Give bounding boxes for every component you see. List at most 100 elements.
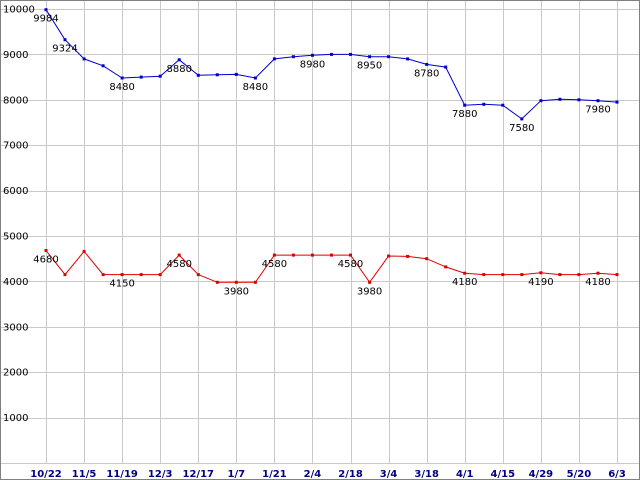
data-point-marker [82, 57, 86, 61]
data-point-marker [291, 55, 295, 59]
data-point-marker [177, 58, 181, 62]
data-point-marker [558, 273, 562, 277]
x-axis-label: 4/1 [456, 469, 474, 480]
gridlines [1, 1, 639, 464]
data-point-marker [520, 273, 524, 277]
data-point-marker [577, 273, 581, 277]
data-point-label: 7880 [452, 109, 477, 120]
x-axis-label: 10/22 [30, 469, 62, 480]
x-axis-label: 1/7 [228, 469, 246, 480]
y-axis-label: 10000 [3, 5, 35, 16]
x-axis-label: 2/4 [304, 469, 322, 480]
y-axis-labels: 10000 9000 8000 7000 6000 5000 4000 3000 2000 100… [3, 5, 35, 425]
y-axis-label: 6000 [3, 186, 28, 197]
data-point-marker [177, 253, 181, 257]
data-point-marker [120, 76, 124, 80]
data-point-marker [501, 103, 505, 107]
data-point-marker [63, 273, 67, 277]
data-point-marker [158, 273, 162, 277]
data-point-marker [349, 253, 352, 257]
x-axis-label: 5/20 [567, 469, 592, 480]
y-axis-label: 4000 [3, 277, 28, 288]
x-axis-labels: 10/22 11/5 11/19 12/3 12/17 1/7 1/21 2/4 2/18 3/4… [30, 469, 626, 480]
data-point-marker [234, 280, 238, 284]
data-point-marker [272, 253, 276, 257]
data-point-label: 7980 [585, 105, 610, 116]
data-point-marker [44, 8, 48, 12]
data-point-label: 3980 [224, 286, 249, 297]
data-point-marker [196, 73, 200, 77]
data-point-label: 4580 [262, 259, 287, 270]
data-point-marker [501, 273, 505, 277]
upper-price-series-line [45, 9, 618, 120]
x-axis-label: 3/18 [414, 469, 439, 480]
data-point-marker [82, 249, 86, 253]
data-point-label: 8780 [414, 68, 439, 79]
data-point-marker [615, 100, 619, 104]
upper-price-series-markers [44, 8, 619, 121]
data-point-marker [253, 76, 257, 80]
data-point-label: 4150 [109, 279, 134, 290]
data-point-marker [158, 74, 162, 78]
data-point-marker [539, 271, 543, 275]
x-axis-label: 4/29 [529, 469, 554, 480]
x-axis-label: 1/21 [262, 469, 287, 480]
data-point-marker [444, 65, 448, 69]
data-point-label: 4580 [167, 259, 192, 270]
data-point-marker [539, 99, 543, 103]
data-point-marker [482, 273, 486, 277]
data-point-label: 8480 [109, 82, 134, 93]
data-point-marker [387, 254, 391, 258]
data-point-marker [444, 265, 448, 269]
data-point-label: 7580 [509, 123, 534, 134]
data-point-marker [330, 253, 333, 257]
data-point-marker [615, 273, 619, 277]
data-point-marker [425, 257, 429, 261]
x-axis-label: 12/3 [148, 469, 173, 480]
upper-price-series: 9984 9324 8480 8880 8480 8980 8950 8780 7880 7580… [33, 8, 619, 134]
data-point-label: 3980 [357, 286, 382, 297]
data-point-marker [215, 280, 219, 284]
y-axis-label: 8000 [3, 95, 28, 106]
data-point-label: 4180 [452, 277, 477, 288]
y-axis-label: 1000 [3, 413, 28, 424]
data-point-marker [349, 52, 352, 56]
x-axis-label: 6/3 [608, 469, 626, 480]
lower-price-series: 4680 4150 4580 3980 4580 4580 3980 4180 4190 4180 [33, 249, 619, 298]
data-point-label: 4180 [585, 277, 610, 288]
data-point-marker [196, 273, 200, 277]
data-point-marker [101, 64, 105, 68]
data-point-marker [139, 75, 143, 79]
x-axis-label: 12/17 [183, 469, 215, 480]
data-point-marker [44, 249, 48, 252]
data-point-marker [596, 271, 600, 275]
data-point-marker [368, 280, 372, 284]
data-point-marker [139, 273, 143, 277]
x-axis-label: 3/4 [380, 469, 398, 480]
data-point-marker [63, 38, 67, 42]
data-point-marker [577, 98, 581, 102]
x-axis-label: 4/15 [491, 469, 516, 480]
data-point-marker [311, 253, 314, 257]
data-point-marker [406, 254, 410, 258]
lower-price-series-markers [44, 249, 619, 284]
x-axis-label: 11/19 [106, 469, 138, 480]
data-point-marker [291, 253, 295, 257]
y-axis-label: 9000 [3, 50, 28, 61]
data-point-label: 8480 [243, 82, 268, 93]
data-point-marker [558, 97, 562, 101]
data-point-label: 4190 [528, 277, 553, 288]
data-point-marker [596, 99, 600, 103]
data-point-marker [311, 53, 314, 57]
data-point-label: 8980 [300, 59, 325, 70]
data-point-marker [387, 55, 391, 59]
x-axis-label: 2/18 [338, 469, 363, 480]
y-axis-label: 7000 [3, 141, 28, 152]
data-point-marker [215, 73, 219, 77]
data-point-marker [463, 103, 467, 107]
data-point-marker [406, 57, 410, 61]
lower-price-series-labels: 4680 4150 4580 3980 4580 4580 3980 4180 4190 4180 [33, 255, 610, 298]
data-point-marker [425, 62, 429, 66]
